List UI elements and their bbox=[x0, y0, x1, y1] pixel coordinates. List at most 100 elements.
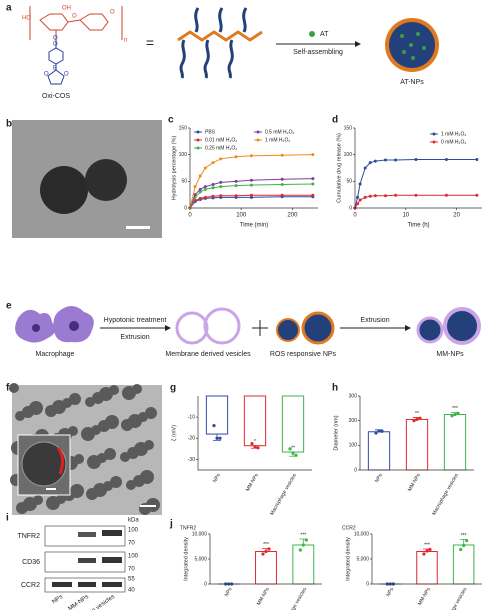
y-tick-label: 0 bbox=[354, 467, 357, 473]
panel-label: h bbox=[332, 383, 338, 394]
y-tick-label: 5,000 bbox=[356, 556, 369, 562]
point bbox=[198, 174, 202, 178]
legend-label: PBS bbox=[205, 129, 216, 135]
atom: HO bbox=[22, 16, 31, 22]
legend-label: 0.01 mM H₂O₂ bbox=[205, 137, 237, 143]
legend-swatch bbox=[196, 130, 200, 134]
point bbox=[373, 159, 377, 163]
point bbox=[444, 157, 448, 161]
significance: *** bbox=[424, 542, 430, 548]
legend-swatch bbox=[196, 138, 200, 142]
point bbox=[219, 185, 223, 189]
point bbox=[198, 190, 202, 194]
particle bbox=[105, 415, 119, 429]
scheme-a bbox=[29, 6, 439, 85]
x-tick-label: NPs bbox=[385, 586, 395, 598]
marker: 70 bbox=[128, 567, 135, 573]
legend-swatch bbox=[196, 146, 200, 150]
point bbox=[211, 186, 215, 190]
molecule-name: Oxi-COS bbox=[42, 93, 70, 100]
point bbox=[203, 195, 207, 199]
point bbox=[234, 179, 238, 183]
point bbox=[203, 187, 207, 191]
bar bbox=[452, 544, 475, 585]
y-tick-label: 0 bbox=[366, 581, 369, 587]
y-tick-label: 10,000 bbox=[354, 531, 370, 537]
product: AT-NPs bbox=[400, 79, 424, 86]
x-tick-label: MM-NPs bbox=[407, 472, 422, 492]
x-axis-label: Time (min) bbox=[240, 223, 268, 229]
atom: O bbox=[53, 36, 58, 42]
significance: ** bbox=[415, 411, 419, 417]
tem-image-f bbox=[9, 383, 162, 515]
y-axis-label: Diameter (nm) bbox=[333, 415, 339, 450]
point bbox=[249, 178, 253, 182]
y-axis-label: Hydrolysis percentage (%) bbox=[171, 136, 177, 201]
particle bbox=[69, 393, 81, 405]
y-axis-label: Cumulative drug release (%) bbox=[336, 133, 342, 203]
y-tick-label: 50 bbox=[181, 179, 187, 185]
x-tick-label: Macrophage vesicles bbox=[269, 472, 298, 516]
data-point bbox=[459, 547, 463, 552]
particle bbox=[110, 476, 122, 488]
y-tick-label: 5,000 bbox=[194, 556, 207, 562]
western-blot bbox=[44, 525, 126, 593]
point bbox=[373, 194, 377, 198]
marker: 100 bbox=[128, 528, 139, 534]
vesicles: Membrane derived vesicles bbox=[165, 351, 251, 358]
particle bbox=[33, 495, 43, 505]
panel-label: g bbox=[170, 383, 176, 394]
legend-label: 0 mM H₂O₂ bbox=[441, 139, 466, 145]
y-tick-label: 0 bbox=[349, 205, 352, 211]
point bbox=[311, 182, 315, 186]
point bbox=[383, 194, 387, 198]
point bbox=[475, 157, 479, 161]
bar bbox=[416, 551, 438, 585]
legend-swatch bbox=[432, 132, 436, 136]
data-point bbox=[261, 552, 265, 556]
panel-labels: a b c d e f g h i j bbox=[6, 3, 338, 530]
legend-swatch bbox=[256, 130, 260, 134]
data-point bbox=[422, 552, 426, 556]
protein: TNFR2 bbox=[17, 533, 40, 540]
data-point bbox=[374, 431, 378, 435]
particle bbox=[68, 426, 78, 436]
data-point bbox=[212, 424, 216, 428]
data-point bbox=[304, 538, 308, 542]
point bbox=[211, 194, 215, 198]
x-tick-label: Macrophage vesicles bbox=[280, 586, 309, 610]
y-tick-label: 100 bbox=[344, 152, 353, 158]
x-tick-label: MM-NPs bbox=[256, 586, 271, 606]
bar bbox=[205, 395, 229, 435]
atom: OH bbox=[62, 6, 71, 12]
x-axis-label: Time (h) bbox=[407, 223, 429, 229]
particle bbox=[29, 401, 43, 415]
panel-label: e bbox=[6, 301, 12, 312]
data-point bbox=[380, 429, 384, 433]
point bbox=[211, 183, 215, 187]
nps: ROS responsive NPs bbox=[270, 351, 337, 358]
y-tick-label: -20 bbox=[188, 436, 195, 442]
particle bbox=[74, 454, 84, 464]
y-tick-label: 150 bbox=[179, 125, 188, 131]
data-point bbox=[298, 548, 302, 552]
significance: *** bbox=[461, 533, 467, 539]
x-tick-label: NPs bbox=[374, 472, 384, 484]
data-point bbox=[301, 543, 305, 547]
x-tick-label: 20 bbox=[453, 213, 460, 219]
point bbox=[234, 184, 238, 188]
point bbox=[280, 153, 284, 157]
atom: n bbox=[124, 38, 127, 44]
point bbox=[311, 193, 315, 197]
data-point bbox=[425, 549, 429, 553]
data-point bbox=[294, 453, 298, 457]
x-tick-label: Macrophage vesicles bbox=[431, 472, 460, 516]
point bbox=[311, 177, 315, 181]
point bbox=[383, 158, 387, 162]
particle bbox=[145, 407, 157, 419]
agent: AT bbox=[320, 31, 329, 38]
series-line bbox=[189, 178, 313, 209]
point bbox=[363, 166, 367, 170]
process: Self-assembling bbox=[293, 49, 343, 56]
data-point bbox=[291, 451, 295, 455]
